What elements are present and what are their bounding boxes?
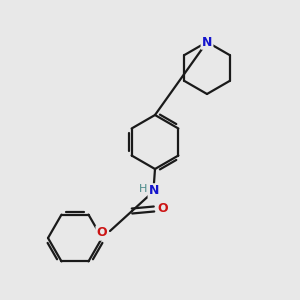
- Text: H: H: [139, 184, 147, 194]
- Text: O: O: [158, 202, 168, 214]
- Text: N: N: [202, 35, 212, 49]
- Text: N: N: [149, 184, 159, 197]
- Text: O: O: [97, 226, 107, 239]
